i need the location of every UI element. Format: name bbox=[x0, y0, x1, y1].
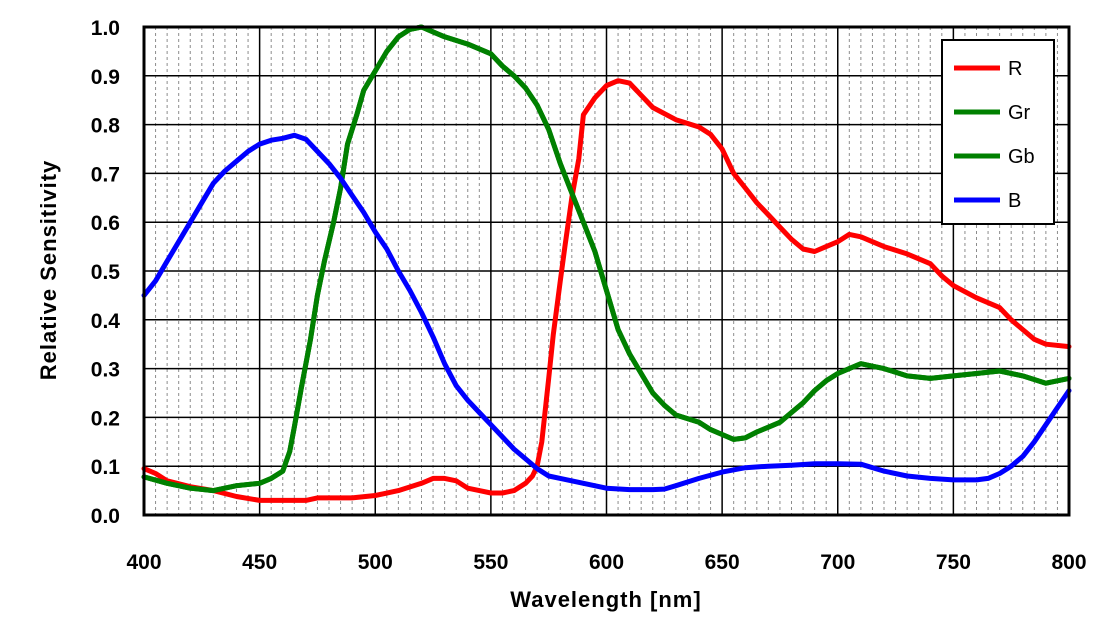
y-axis-title: Relative Sensitivity bbox=[36, 160, 61, 381]
legend-label-gr: Gr bbox=[1008, 102, 1031, 124]
y-tick-label: 0.0 bbox=[91, 505, 120, 528]
legend-label-b: B bbox=[1008, 190, 1021, 212]
y-tick-label: 0.8 bbox=[91, 115, 121, 138]
x-tick-label: 700 bbox=[820, 551, 855, 574]
x-tick-label: 600 bbox=[589, 551, 624, 574]
series-line-gb bbox=[141, 24, 1072, 494]
x-tick-label: 750 bbox=[936, 551, 971, 574]
y-tick-label: 0.4 bbox=[91, 310, 121, 333]
y-axis-tick-labels: 0.0 0.1 0.2 0.3 0.4 0.5 0.6 0.7 0.8 0.9 1.0 bbox=[91, 17, 121, 528]
y-tick-label: 0.3 bbox=[91, 359, 120, 382]
legend: R Gr Gb B bbox=[941, 39, 1055, 225]
plot-frame bbox=[142, 25, 1071, 517]
series-line-r bbox=[141, 78, 1072, 503]
x-tick-label: 800 bbox=[1051, 551, 1086, 574]
y-tick-label: 0.2 bbox=[91, 407, 120, 430]
series-line-b bbox=[141, 132, 1072, 493]
y-tick-label: 0.1 bbox=[91, 456, 121, 479]
y-tick-label: 0.5 bbox=[91, 261, 121, 284]
x-tick-label: 400 bbox=[126, 551, 161, 574]
legend-box bbox=[941, 39, 1055, 225]
x-axis-tick-labels: 400 450 500 550 600 650 700 750 800 bbox=[126, 551, 1086, 574]
x-tick-label: 450 bbox=[242, 551, 277, 574]
y-tick-label: 1.0 bbox=[91, 17, 120, 40]
y-tick-label: 0.7 bbox=[91, 163, 120, 186]
legend-label-gb: Gb bbox=[1008, 146, 1035, 168]
y-tick-label: 0.6 bbox=[91, 212, 120, 235]
series-lines bbox=[141, 24, 1072, 503]
y-tick-label: 0.9 bbox=[91, 66, 120, 89]
x-tick-label: 550 bbox=[473, 551, 508, 574]
legend-label-r: R bbox=[1008, 58, 1022, 80]
x-tick-label: 650 bbox=[705, 551, 740, 574]
x-tick-label: 500 bbox=[358, 551, 393, 574]
x-axis-title: Wavelength [nm] bbox=[510, 587, 701, 612]
